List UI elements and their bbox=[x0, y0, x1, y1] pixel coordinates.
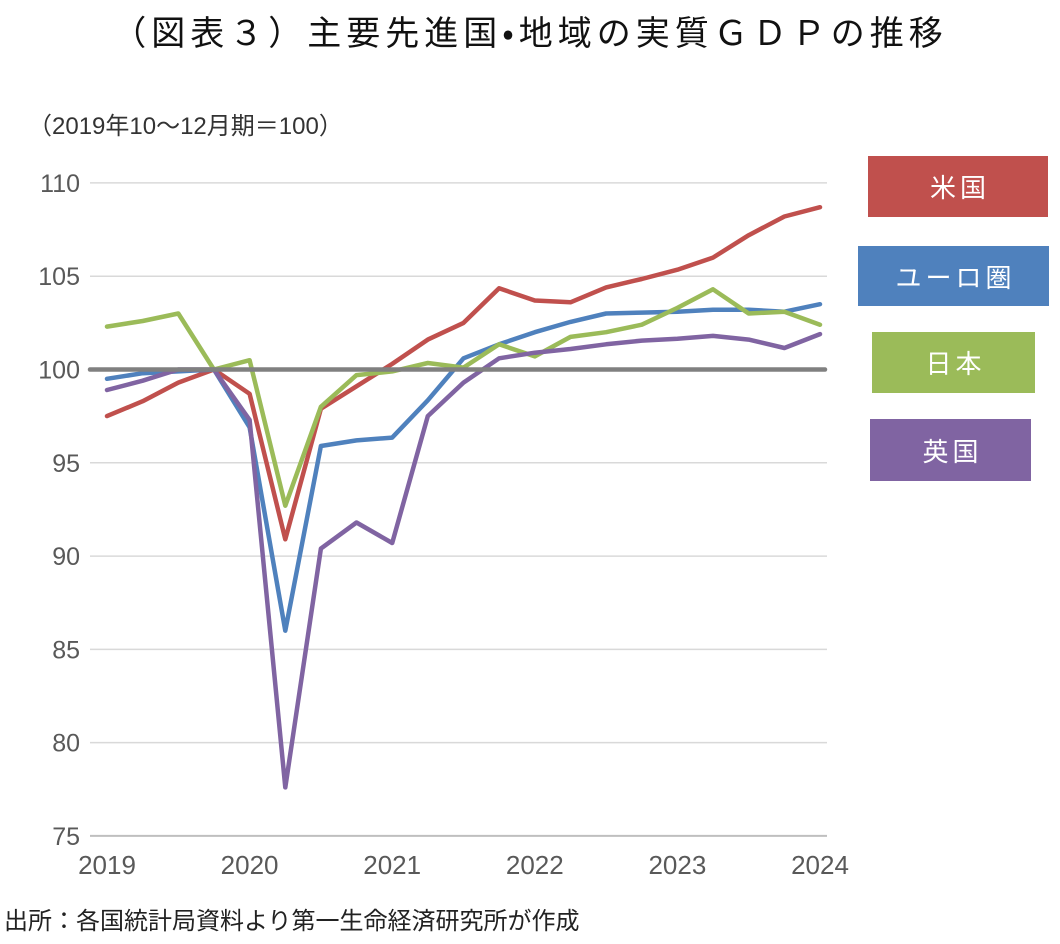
y-tick-label: 100 bbox=[38, 357, 80, 385]
series-lines bbox=[104, 204, 823, 790]
x-tick-label: 2024 bbox=[791, 850, 849, 880]
page-title: （図表３）主要先進国・地域の実質ＧＤＰの推移 bbox=[112, 15, 948, 53]
y-tick-label: 95 bbox=[52, 450, 80, 478]
x-axis-labels: 2019 2020 2021 2022 2023 2024 bbox=[78, 850, 849, 880]
y-tick-label: 105 bbox=[38, 263, 80, 291]
x-tick-label: 2021 bbox=[363, 850, 421, 880]
y-axis-labels: 75 80 85 90 95 100 105 110 bbox=[38, 170, 80, 851]
y-tick-label: 90 bbox=[52, 543, 80, 571]
y-tick-label: 80 bbox=[52, 730, 80, 758]
x-tick-label: 2023 bbox=[648, 850, 706, 880]
source-note: 出所：各国統計局資料より第一生命経済研究所が作成 bbox=[4, 908, 580, 935]
x-tick-label: 2020 bbox=[221, 850, 279, 880]
y-tick-label: 75 bbox=[52, 823, 80, 851]
x-tick-label: 2022 bbox=[506, 850, 564, 880]
index-base-note: （2019年10～12月期＝100） bbox=[28, 113, 343, 140]
gridlines bbox=[90, 182, 827, 837]
series-line-us bbox=[104, 204, 823, 542]
y-tick-label: 85 bbox=[52, 636, 80, 664]
series-line-uk bbox=[104, 331, 823, 790]
series-line-euro_area bbox=[104, 301, 823, 633]
y-tick-label: 110 bbox=[40, 170, 80, 198]
x-tick-label: 2019 bbox=[78, 850, 136, 880]
